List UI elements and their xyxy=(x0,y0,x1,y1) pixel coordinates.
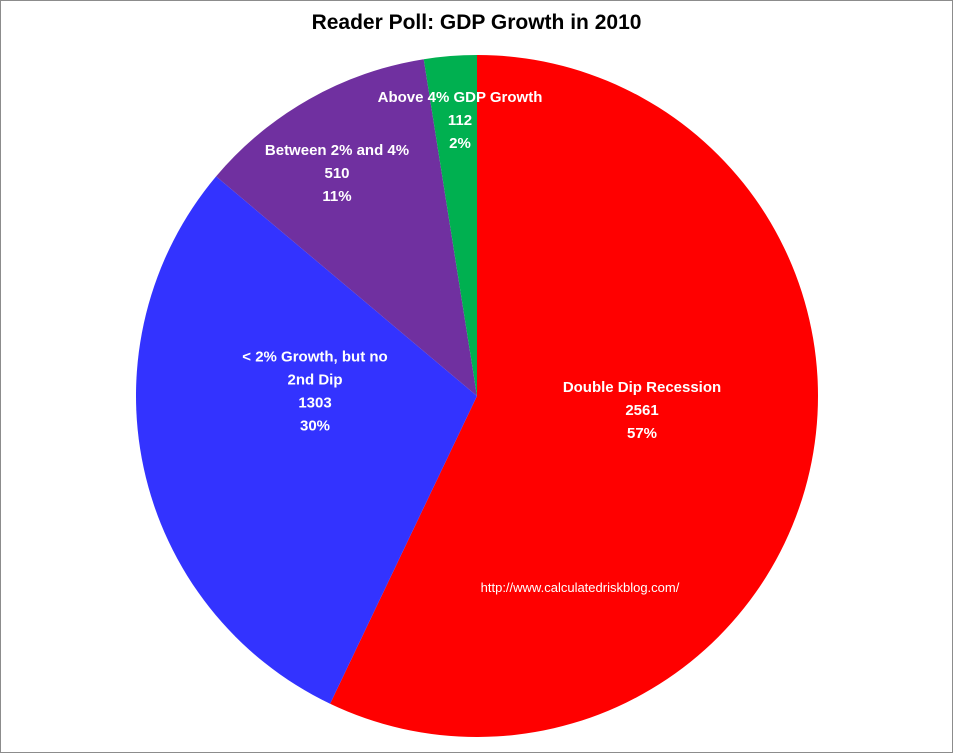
pie-slice-1 xyxy=(135,176,477,704)
slice-label-percent: 2% xyxy=(449,135,471,152)
slice-label-name: 2nd Dip xyxy=(288,371,343,388)
slice-label-value: 112 xyxy=(448,112,472,129)
chart-title: Reader Poll: GDP Growth in 2010 xyxy=(311,11,642,34)
slice-label-value: 2561 xyxy=(625,402,658,419)
slice-label-value: 1303 xyxy=(298,394,331,411)
slice-label-percent: 57% xyxy=(627,425,657,442)
slice-label-name: Between 2% and 4% xyxy=(265,142,409,159)
pie-slice-2 xyxy=(216,59,477,396)
slice-label-percent: 11% xyxy=(322,188,351,205)
slice-label-value: 510 xyxy=(324,165,349,182)
slice-label-name: Double Dip Recession xyxy=(563,379,721,396)
watermark-url: http://www.calculatedriskblog.com/ xyxy=(481,580,680,595)
pie-slice-0 xyxy=(330,55,819,737)
slice-label-name: Above 4% GDP Growth xyxy=(378,89,543,106)
pie-slice-3 xyxy=(423,55,477,396)
slice-label-percent: 30% xyxy=(300,417,330,434)
slice-label-name: < 2% Growth, but no xyxy=(242,348,387,365)
